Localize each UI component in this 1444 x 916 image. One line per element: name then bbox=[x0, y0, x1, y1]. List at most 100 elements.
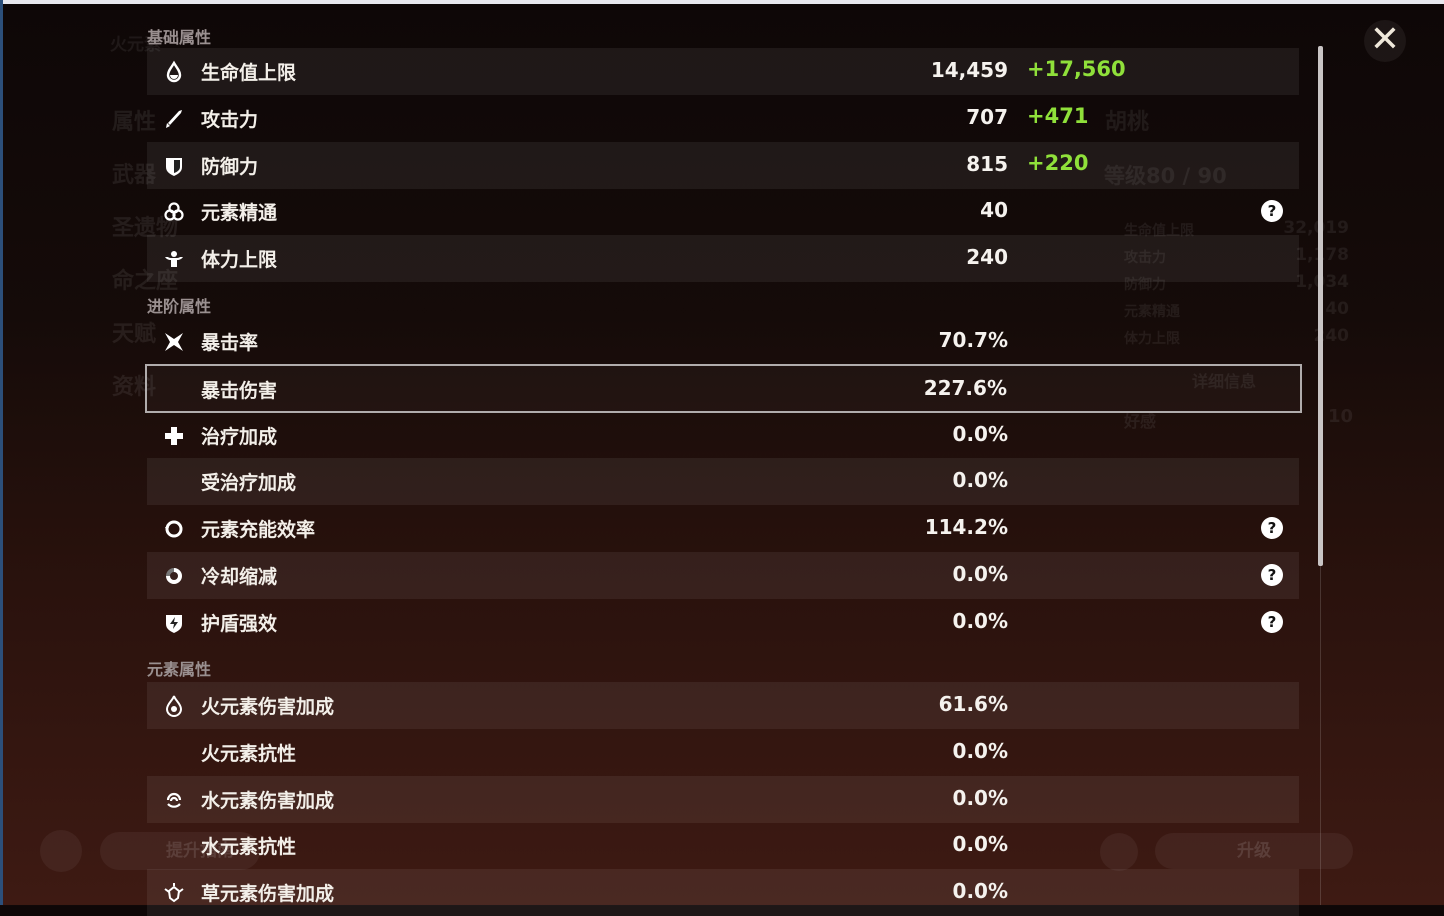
window-left-edge bbox=[0, 0, 3, 905]
menu-grid-button[interactable] bbox=[40, 830, 82, 872]
bg-side-stat-value: 32,019 bbox=[1283, 218, 1349, 238]
elemental-mastery-icon bbox=[164, 202, 184, 221]
attribute-value: 0.0% bbox=[952, 421, 1008, 446]
guide-button[interactable]: 提升指南 bbox=[100, 832, 260, 870]
attribute-value: 114.2% bbox=[924, 515, 1008, 540]
bg-side-stat-label: 防御力 bbox=[1124, 277, 1166, 293]
attribute-label: 元素充能效率 bbox=[201, 519, 316, 542]
shield-icon bbox=[166, 157, 182, 176]
attribute-value: 61.6% bbox=[938, 692, 1008, 716]
attribute-row[interactable]: 冷却缩减 0.0%? bbox=[147, 552, 1299, 599]
bg-nav-item: 命之座 bbox=[112, 269, 179, 294]
attribute-row[interactable]: 治疗加成 0.0% bbox=[147, 412, 1299, 459]
bg-side-stat-label: 生命值上限 bbox=[1124, 223, 1194, 239]
bg-element-title: 火元素 bbox=[110, 35, 161, 55]
scrollbar-thumb[interactable] bbox=[1318, 46, 1323, 566]
attribute-label: 防御力 bbox=[201, 155, 259, 178]
bg-nav-item: 圣遗物 bbox=[112, 216, 179, 241]
attribute-value: 40 bbox=[980, 198, 1008, 223]
attribute-row[interactable]: 火元素伤害加成 61.6% bbox=[147, 682, 1299, 729]
sword-icon bbox=[166, 109, 182, 128]
attribute-value: 70.7% bbox=[938, 328, 1008, 352]
section-title: 基础属性 bbox=[147, 28, 212, 47]
window-top-edge bbox=[0, 0, 1444, 4]
bg-side-stat-label: 攻击力 bbox=[1124, 250, 1166, 266]
attribute-label: 水元素抗性 bbox=[201, 836, 297, 859]
upgrade-button[interactable]: 升级 bbox=[1155, 833, 1353, 869]
help-icon[interactable]: ? bbox=[1261, 610, 1283, 633]
attribute-value: 14,459 bbox=[930, 58, 1008, 82]
scrollbar-track[interactable] bbox=[1320, 566, 1321, 905]
attribute-row[interactable]: 生命值上限 14,459 +17,560 bbox=[147, 48, 1299, 95]
attribute-bonus: +17,560 bbox=[1027, 57, 1126, 81]
healing-cross-icon bbox=[165, 426, 183, 445]
attribute-label: 生命值上限 bbox=[201, 62, 297, 84]
shield-strength-icon bbox=[166, 614, 182, 633]
bg-side-stat-label: 元素精通 bbox=[1124, 304, 1180, 320]
attribute-row[interactable]: 水元素抗性 0.0% bbox=[147, 822, 1299, 869]
attribute-row[interactable]: 火元素抗性 0.0% bbox=[147, 729, 1299, 776]
dendro-icon bbox=[164, 883, 184, 903]
help-icon[interactable]: ? bbox=[1261, 564, 1283, 586]
attribute-value: 0.0% bbox=[952, 832, 1008, 857]
bg-nav-item: 武器 bbox=[112, 163, 157, 188]
attribute-row[interactable]: 暴击率 70.7% bbox=[147, 318, 1299, 365]
attribute-label: 火元素抗性 bbox=[201, 742, 297, 765]
crit-rate-icon bbox=[165, 333, 183, 351]
stamina-icon bbox=[165, 251, 183, 268]
bg-side-stat-value: 40 bbox=[1325, 299, 1349, 319]
attribute-bonus: +220 bbox=[1027, 150, 1089, 175]
attribute-row[interactable]: 元素充能效率 114.2%? bbox=[147, 505, 1299, 552]
bg-side-stat-label: 体力上限 bbox=[1124, 331, 1180, 347]
attribute-value: 0.0% bbox=[952, 468, 1008, 493]
attribute-label: 受治疗加成 bbox=[201, 472, 297, 495]
close-button[interactable]: ✕ bbox=[1364, 20, 1406, 62]
attribute-label: 元素精通 bbox=[201, 202, 278, 225]
bg-nav-item: 天赋 bbox=[112, 322, 157, 347]
attribute-row[interactable]: 受治疗加成 0.0% bbox=[147, 458, 1299, 506]
attribute-row[interactable]: 护盾强效 0.0%? bbox=[147, 599, 1299, 646]
attribute-row[interactable]: 暴击伤害 227.6% bbox=[145, 363, 1302, 413]
attribute-value: 0.0% bbox=[952, 608, 1008, 633]
attribute-value: 0.0% bbox=[952, 879, 1008, 904]
attribute-label: 火元素伤害加成 bbox=[201, 696, 335, 718]
section-title: 进阶属性 bbox=[147, 297, 212, 316]
hp-drop-icon bbox=[166, 60, 182, 83]
attribute-label: 草元素伤害加成 bbox=[201, 883, 335, 906]
bg-details-button: 详细信息 bbox=[1192, 372, 1257, 391]
attribute-label: 冷却缩减 bbox=[201, 566, 278, 588]
bg-level: 等级80 / 90 bbox=[1104, 164, 1227, 188]
attribute-label: 暴击伤害 bbox=[201, 379, 278, 402]
attribute-value: 227.6% bbox=[923, 375, 1007, 400]
bg-nav-item: 属性 bbox=[112, 110, 157, 135]
attribute-label: 暴击率 bbox=[201, 332, 259, 354]
attribute-value: 815 bbox=[966, 151, 1008, 176]
help-icon[interactable]: ? bbox=[1261, 517, 1283, 540]
attribute-row[interactable]: 元素精通 40? bbox=[147, 188, 1299, 235]
attribute-label: 体力上限 bbox=[201, 249, 278, 272]
attribute-row[interactable]: 体力上限 240 bbox=[147, 235, 1299, 283]
cooldown-icon bbox=[166, 568, 182, 584]
attribute-value: 240 bbox=[966, 245, 1008, 270]
attribute-label: 治疗加成 bbox=[201, 425, 278, 448]
attribute-bonus: +471 bbox=[1027, 103, 1089, 128]
attribute-value: 0.0% bbox=[952, 785, 1008, 810]
hydro-icon bbox=[166, 792, 182, 808]
attribute-label: 攻击力 bbox=[201, 108, 259, 131]
bg-character-name: 胡桃 bbox=[1105, 110, 1150, 135]
attribute-label: 护盾强效 bbox=[201, 612, 278, 635]
attribute-value: 707 bbox=[966, 104, 1008, 129]
attribute-row[interactable]: 防御力 815 +220 bbox=[147, 141, 1299, 189]
attribute-row[interactable]: 草元素伤害加成 0.0% bbox=[147, 869, 1299, 916]
wardrobe-button[interactable] bbox=[1100, 833, 1138, 871]
bg-friendship-label: 好感 bbox=[1124, 412, 1157, 431]
attribute-label: 水元素伤害加成 bbox=[201, 789, 335, 812]
attribute-value: 0.0% bbox=[952, 738, 1008, 763]
attribute-row[interactable]: 攻击力 707 +471 bbox=[147, 95, 1299, 142]
attribute-row[interactable]: 水元素伤害加成 0.0% bbox=[147, 775, 1299, 823]
attribute-value: 0.0% bbox=[952, 562, 1008, 586]
bg-friendship-value: 10 bbox=[1328, 406, 1354, 427]
help-icon[interactable]: ? bbox=[1261, 200, 1283, 223]
energy-recharge-icon bbox=[165, 520, 183, 538]
bg-nav-item: 资料 bbox=[112, 375, 157, 400]
